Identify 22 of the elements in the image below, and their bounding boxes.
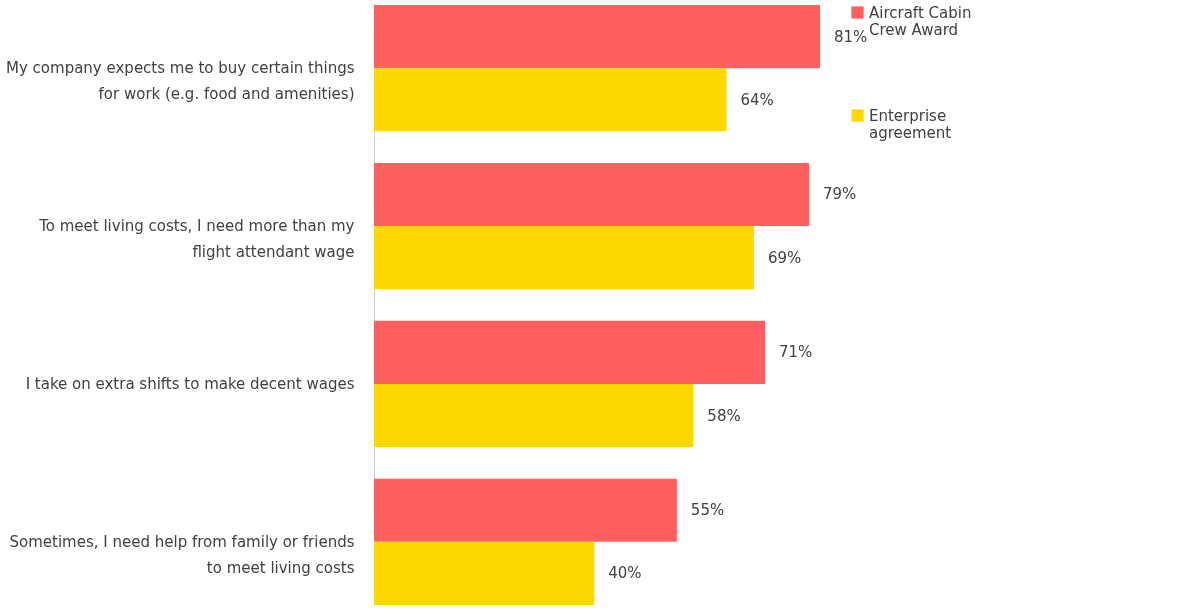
y-tick-label: Sometimes, I need help from family or friends to meet living costs [9, 532, 355, 577]
y-tick-label: My company expects me to buy certain things for work (e.g. food and amenities) [6, 59, 355, 104]
data-label: 64% [740, 90, 774, 109]
data-label: 81% [834, 27, 868, 46]
data-label: 79% [822, 185, 857, 204]
bar [374, 383, 694, 448]
bar [374, 5, 820, 69]
data-label: 71% [778, 343, 813, 362]
y-tick-label: I take on extra shifts to make decent wages [25, 374, 355, 393]
bar [374, 226, 754, 290]
bar [374, 320, 765, 384]
legend-label: Enterprise agreement [869, 106, 952, 142]
data-label: 69% [767, 248, 802, 267]
data-label: 55% [690, 501, 725, 520]
data-label: 58% [707, 406, 741, 425]
bar [374, 541, 595, 605]
legend-label: Aircraft Cabin Crew Award [869, 3, 972, 39]
bar [374, 68, 727, 132]
y-tick-label: To meet living costs, I need more than my flight attendant wage [38, 217, 355, 262]
bar [374, 162, 809, 227]
bar [374, 478, 677, 542]
data-label: 40% [608, 564, 642, 583]
